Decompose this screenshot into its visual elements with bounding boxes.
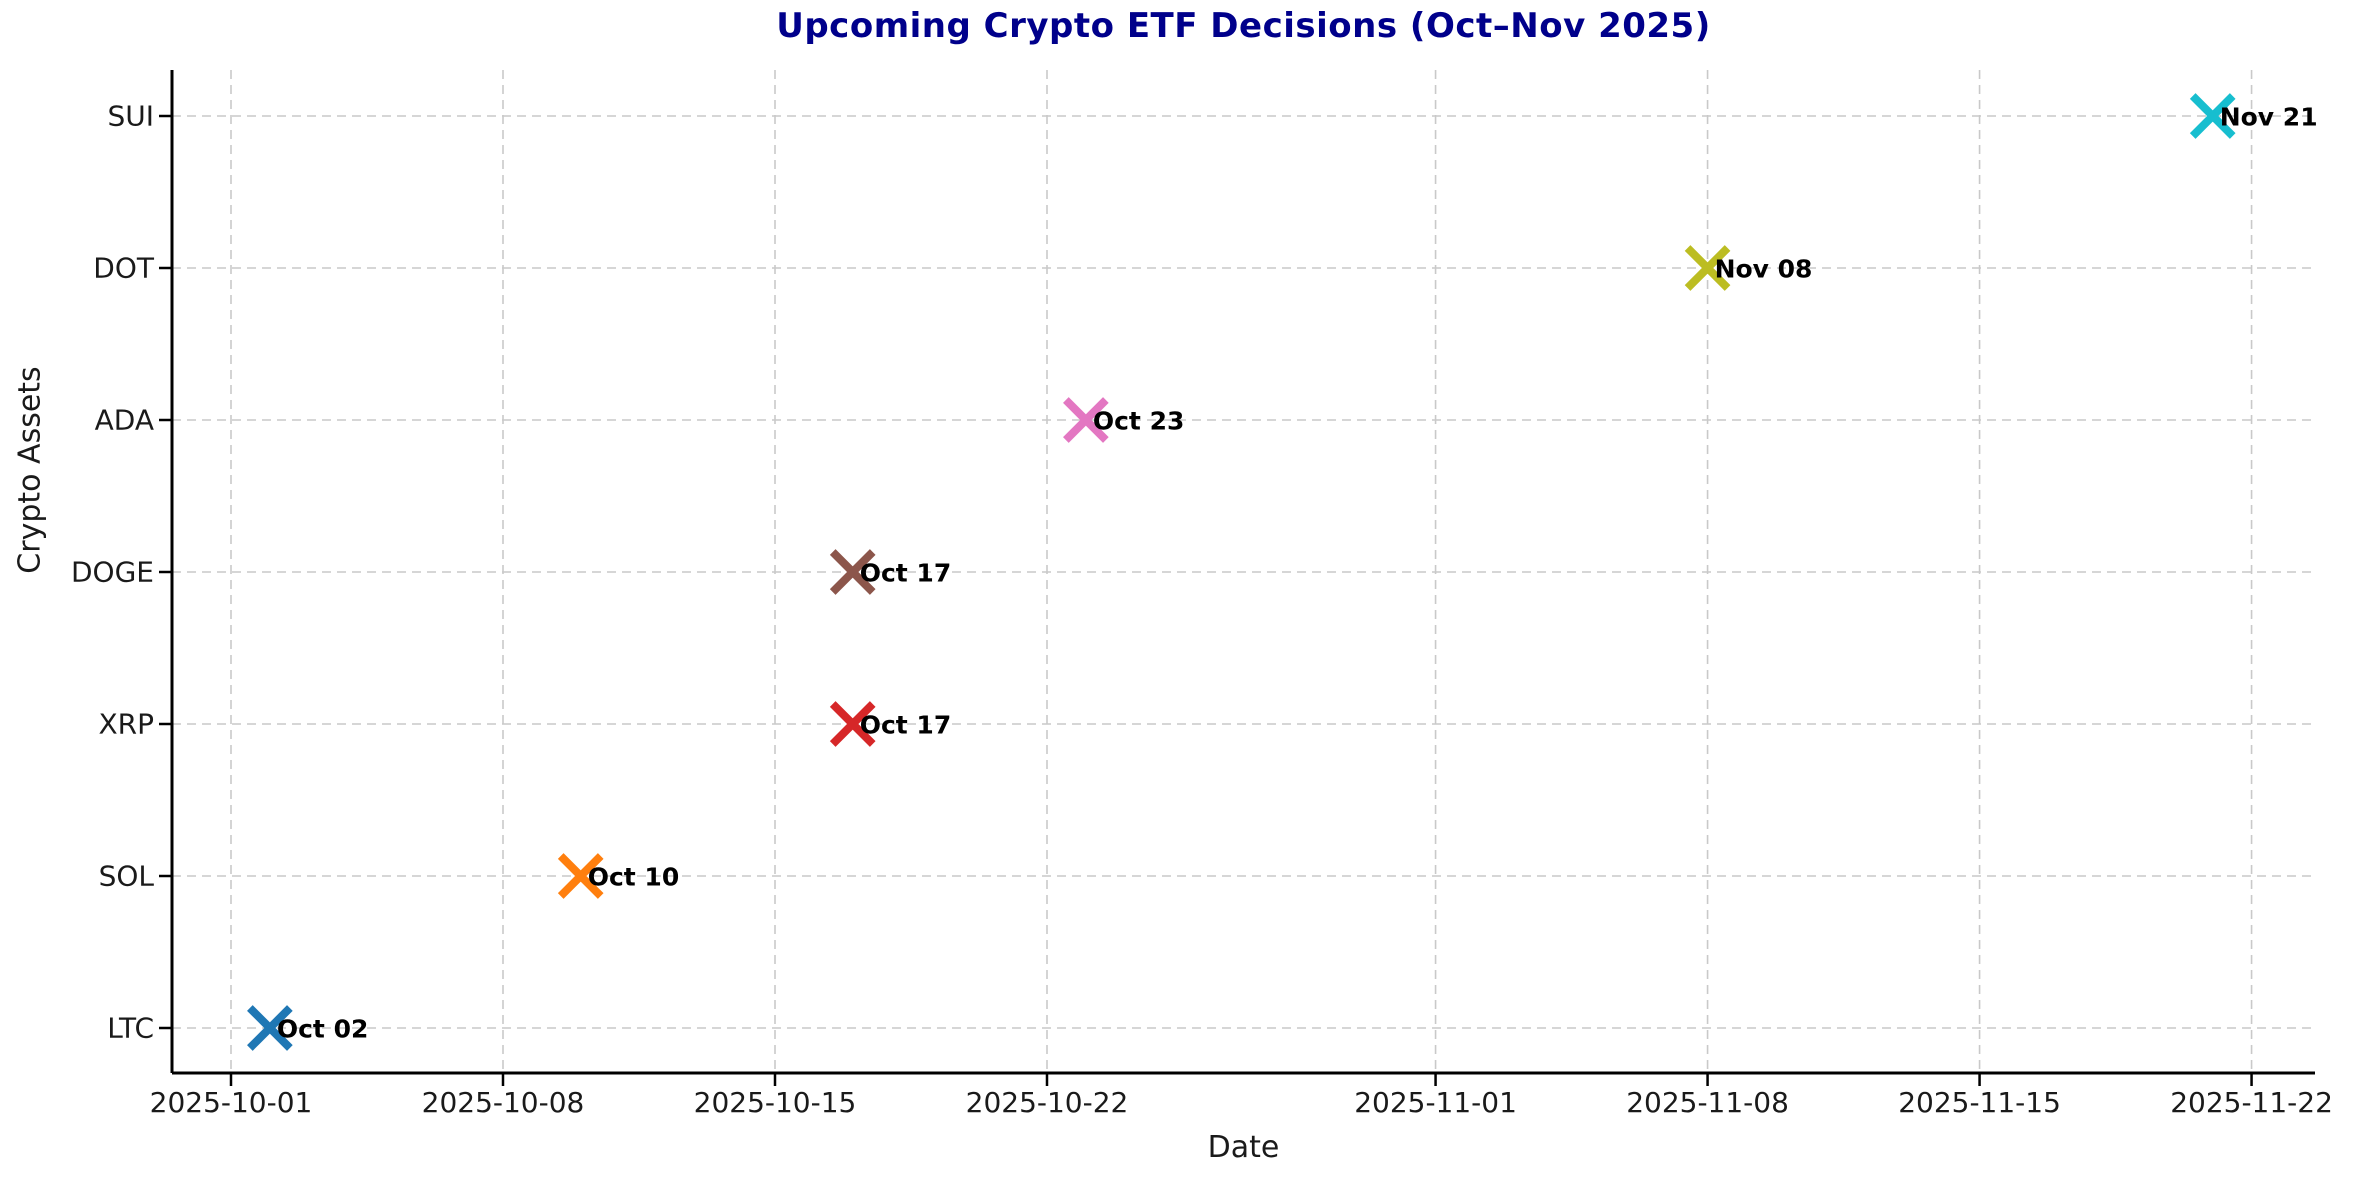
x-tick-label: 2025-11-08 (1626, 1086, 1789, 1119)
y-tick-label: SOL (99, 860, 155, 893)
x-axis-label: Date (1207, 1130, 1280, 1165)
point-annotation-xrp: Oct 17 (860, 711, 952, 740)
marker-x-icon-sui (2189, 93, 2236, 139)
point-annotation-ltc: Oct 02 (277, 1015, 369, 1044)
x-tick-label: 2025-10-01 (150, 1086, 313, 1119)
x-tick-label: 2025-10-08 (422, 1086, 585, 1119)
x-tick-label: 2025-10-22 (966, 1086, 1129, 1119)
chart-title: Upcoming Crypto ETF Decisions (Oct–Nov 2… (776, 6, 1711, 46)
point-annotation-dot: Nov 08 (1715, 255, 1813, 284)
marker-x-icon-ada (1063, 397, 1109, 443)
x-tick-label: 2025-11-22 (2170, 1086, 2333, 1119)
x-tick-label: 2025-11-01 (1354, 1086, 1517, 1119)
y-tick-label: DOGE (71, 556, 154, 589)
point-annotation-ada: Oct 23 (1093, 407, 1185, 436)
marker-x-icon-sol (557, 853, 604, 899)
y-tick-label: LTC (107, 1012, 154, 1045)
y-tick-label: SUI (107, 100, 154, 133)
point-annotation-doge: Oct 17 (860, 559, 952, 588)
y-tick-label: XRP (98, 708, 154, 741)
x-tick-label: 2025-10-15 (694, 1086, 857, 1119)
x-tick-label: 2025-11-15 (1898, 1086, 2061, 1119)
marker-x-icon-ltc (247, 1005, 293, 1051)
point-annotation-sol: Oct 10 (588, 863, 680, 892)
y-axis-label: Crypto Assets (12, 366, 48, 574)
marker-x-icon-dot (1684, 245, 1731, 291)
y-tick-label: DOT (93, 252, 155, 285)
marker-x-icon-xrp (829, 701, 876, 747)
marker-x-icon-doge (829, 549, 876, 595)
point-annotation-sui: Nov 21 (2220, 103, 2318, 132)
y-tick-label: ADA (95, 404, 154, 437)
